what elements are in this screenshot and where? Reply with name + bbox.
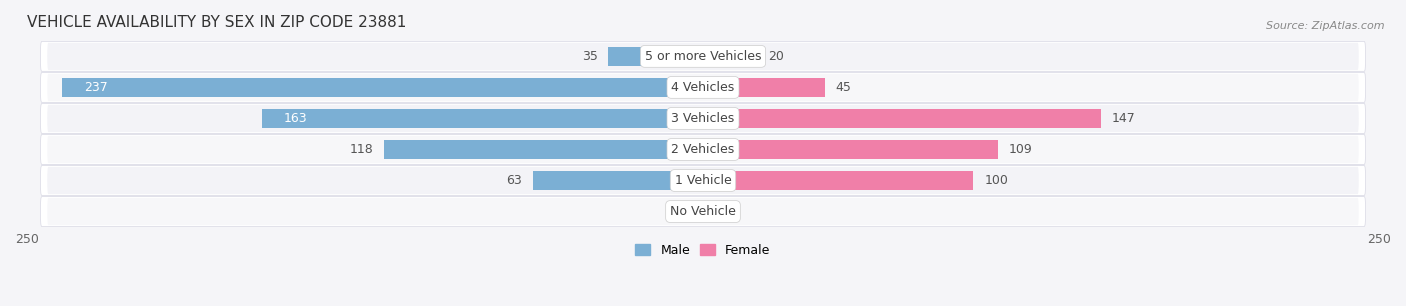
Text: 45: 45	[835, 81, 852, 94]
Text: 100: 100	[984, 174, 1008, 187]
FancyBboxPatch shape	[48, 136, 1358, 163]
FancyBboxPatch shape	[41, 135, 1365, 164]
Text: No Vehicle: No Vehicle	[671, 205, 735, 218]
FancyBboxPatch shape	[41, 103, 1365, 133]
Text: 3 Vehicles: 3 Vehicles	[672, 112, 734, 125]
Bar	[533, 171, 703, 190]
Text: 5 or more Vehicles: 5 or more Vehicles	[645, 50, 761, 63]
Text: 237: 237	[84, 81, 107, 94]
Bar	[703, 171, 973, 190]
FancyBboxPatch shape	[41, 166, 1365, 196]
Text: 118: 118	[349, 143, 373, 156]
Text: 0: 0	[717, 205, 724, 218]
Text: 163: 163	[284, 112, 308, 125]
Bar	[703, 109, 1101, 128]
Text: 2 Vehicles: 2 Vehicles	[672, 143, 734, 156]
Bar	[62, 78, 703, 97]
Text: 0: 0	[682, 205, 689, 218]
FancyBboxPatch shape	[48, 43, 1358, 70]
FancyBboxPatch shape	[48, 198, 1358, 225]
Bar	[384, 140, 703, 159]
Text: 147: 147	[1111, 112, 1135, 125]
Text: 109: 109	[1008, 143, 1032, 156]
Text: 4 Vehicles: 4 Vehicles	[672, 81, 734, 94]
Text: 63: 63	[506, 174, 522, 187]
Text: 1 Vehicle: 1 Vehicle	[675, 174, 731, 187]
Text: Source: ZipAtlas.com: Source: ZipAtlas.com	[1267, 21, 1385, 32]
Bar	[703, 78, 825, 97]
Bar	[703, 47, 756, 66]
FancyBboxPatch shape	[41, 197, 1365, 226]
Bar	[262, 109, 703, 128]
Text: VEHICLE AVAILABILITY BY SEX IN ZIP CODE 23881: VEHICLE AVAILABILITY BY SEX IN ZIP CODE …	[27, 15, 406, 30]
FancyBboxPatch shape	[41, 42, 1365, 71]
Legend: Male, Female: Male, Female	[630, 239, 776, 262]
Bar	[703, 140, 998, 159]
FancyBboxPatch shape	[48, 167, 1358, 194]
FancyBboxPatch shape	[48, 105, 1358, 132]
FancyBboxPatch shape	[41, 73, 1365, 102]
FancyBboxPatch shape	[48, 74, 1358, 101]
Bar	[609, 47, 703, 66]
Text: 20: 20	[768, 50, 783, 63]
Text: 35: 35	[582, 50, 598, 63]
